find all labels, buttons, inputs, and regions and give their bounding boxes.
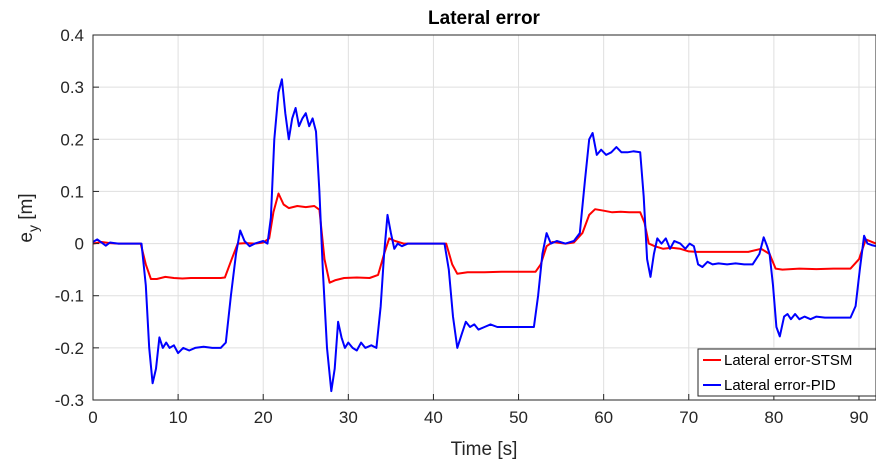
chart-title: Lateral error xyxy=(428,8,541,29)
x-tick-label: 50 xyxy=(509,408,528,427)
x-tick-label: 40 xyxy=(424,408,443,427)
y-tick-label: -0.3 xyxy=(55,391,84,410)
x-tick-label: 0 xyxy=(88,408,97,427)
y-tick-label: 0.4 xyxy=(60,26,84,45)
x-tick-label: 60 xyxy=(594,408,613,427)
x-tick-label: 20 xyxy=(254,408,273,427)
axis-ticks: 0 10 20 30 40 50 60 70 80 90 -0.3 -0.2 -0.1 0 0.1 0.2 0.… xyxy=(55,26,869,427)
y-tick-label: -0.1 xyxy=(55,287,84,306)
plot-frame xyxy=(92,34,876,401)
y-tick-label: 0.2 xyxy=(60,130,84,149)
y-tick-label: 0.3 xyxy=(60,78,84,97)
y-tick-label: -0.2 xyxy=(55,339,84,358)
series-lines xyxy=(92,78,876,393)
y-axis-title-subscript: y xyxy=(25,225,41,232)
x-tick-label: 30 xyxy=(339,408,358,427)
x-tick-label: 80 xyxy=(764,408,783,427)
y-axis-title-symbol: e xyxy=(16,232,37,243)
legend-label-stsm: Lateral error-STSM xyxy=(724,352,852,369)
x-tick-label: 70 xyxy=(679,408,698,427)
legend: Lateral error-STSM Lateral error-PID xyxy=(697,348,876,397)
y-tick-label: 0.1 xyxy=(60,182,84,201)
legend-box xyxy=(697,348,876,397)
series-line-pid xyxy=(92,78,876,393)
y-axis-title: ey [m] xyxy=(16,193,41,242)
x-tick-label: 10 xyxy=(169,408,188,427)
legend-label-pid: Lateral error-PID xyxy=(724,377,836,394)
y-axis-title-unit: [m] xyxy=(16,193,37,225)
x-tick-label: 90 xyxy=(850,408,869,427)
x-axis-title: Time [s] xyxy=(451,439,518,460)
y-tick-label: 0 xyxy=(75,235,84,254)
grid xyxy=(93,35,876,400)
